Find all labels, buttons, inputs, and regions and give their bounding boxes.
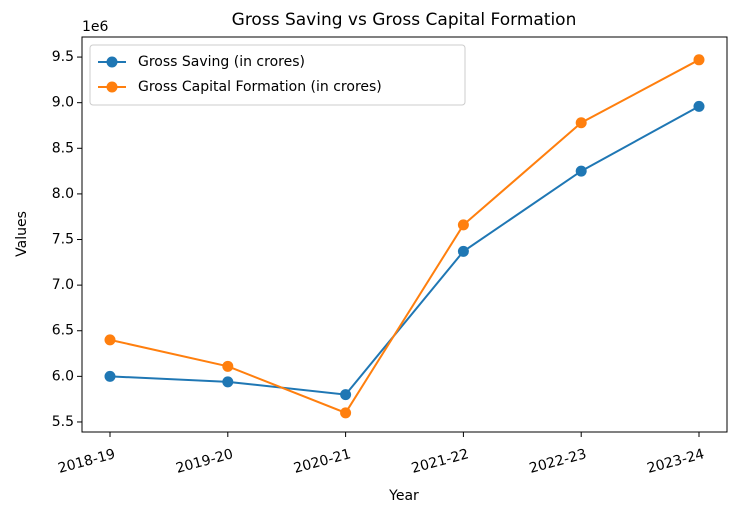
data-point	[693, 54, 705, 66]
data-point	[222, 376, 234, 388]
legend-label: Gross Saving (in crores)	[138, 54, 305, 70]
y-tick-label: 8.5	[52, 140, 74, 156]
y-tick-label: 6.0	[52, 368, 74, 384]
data-point	[340, 407, 352, 419]
y-tick-label: 5.5	[52, 414, 74, 430]
x-tick-label: 2022-23	[528, 446, 589, 477]
legend-marker	[106, 56, 118, 68]
y-axis-label: Values	[14, 211, 30, 257]
data-point	[104, 334, 116, 346]
data-point	[575, 117, 587, 129]
data-point	[340, 389, 352, 401]
x-tick-label: 2021-22	[410, 446, 471, 477]
data-point	[575, 165, 587, 177]
chart-title: Gross Saving vs Gross Capital Formation	[232, 10, 577, 30]
data-point	[457, 245, 469, 257]
data-point	[693, 100, 705, 112]
data-point	[457, 219, 469, 231]
x-tick-label: 2018-19	[56, 446, 117, 477]
legend-marker	[106, 81, 118, 93]
series-line	[109, 58, 700, 415]
y-offset-label: 1e6	[82, 19, 109, 35]
x-axis-label: Year	[388, 488, 419, 504]
y-tick-label: 9.5	[52, 49, 74, 65]
x-tick-label: 2019-20	[174, 446, 235, 477]
y-tick-label: 6.5	[52, 323, 74, 339]
x-tick-label: 2020-21	[292, 446, 353, 477]
data-point	[222, 360, 234, 372]
y-tick-label: 8.0	[52, 186, 74, 202]
y-tick-label: 7.0	[52, 277, 74, 293]
plot-frame	[81, 36, 728, 433]
y-tick-label: 7.5	[52, 232, 74, 248]
data-point	[104, 370, 116, 382]
x-tick-label: 2023-24	[645, 446, 706, 477]
legend-box	[89, 44, 466, 106]
legend-label: Gross Capital Formation (in crores)	[138, 79, 382, 95]
series-line	[109, 105, 700, 396]
y-tick-label: 9.0	[52, 95, 74, 111]
